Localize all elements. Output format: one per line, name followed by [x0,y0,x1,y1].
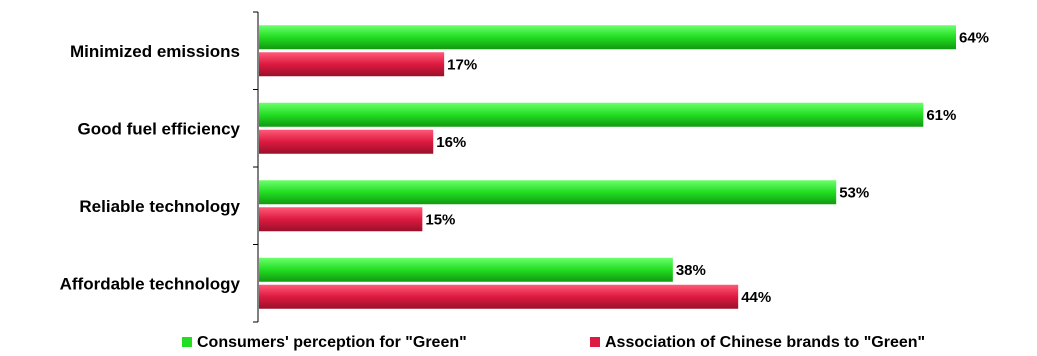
category-label: Reliable technology [79,197,240,216]
bar [259,102,924,127]
bar [259,25,956,50]
bar [259,129,434,154]
data-label: 64% [959,29,989,46]
category-label: Affordable technology [60,274,241,293]
legend-swatch [590,337,600,347]
legend: Consumers' perception for "Green" Associa… [182,334,925,351]
category-label: Good fuel efficiency [78,119,241,138]
bar [259,180,837,205]
data-label: 44% [741,289,771,306]
legend-label: Association of Chinese brands to "Green" [605,334,925,351]
labels-layer: Minimized emissions 64% 17% Good fuel effic… [60,29,989,306]
bar [259,257,673,282]
data-label: 38% [676,262,706,279]
bars-layer [259,25,956,309]
data-label: 53% [839,184,869,201]
legend-swatch [182,337,192,347]
bar [259,52,445,77]
data-label: 61% [926,107,956,124]
category-label: Minimized emissions [70,42,240,61]
bar [259,207,423,232]
legend-label: Consumers' perception for "Green" [197,334,467,351]
bar [259,284,739,309]
data-label: 16% [436,134,466,151]
data-label: 17% [447,56,477,73]
data-label: 15% [425,211,455,228]
axis-layer [253,11,259,323]
